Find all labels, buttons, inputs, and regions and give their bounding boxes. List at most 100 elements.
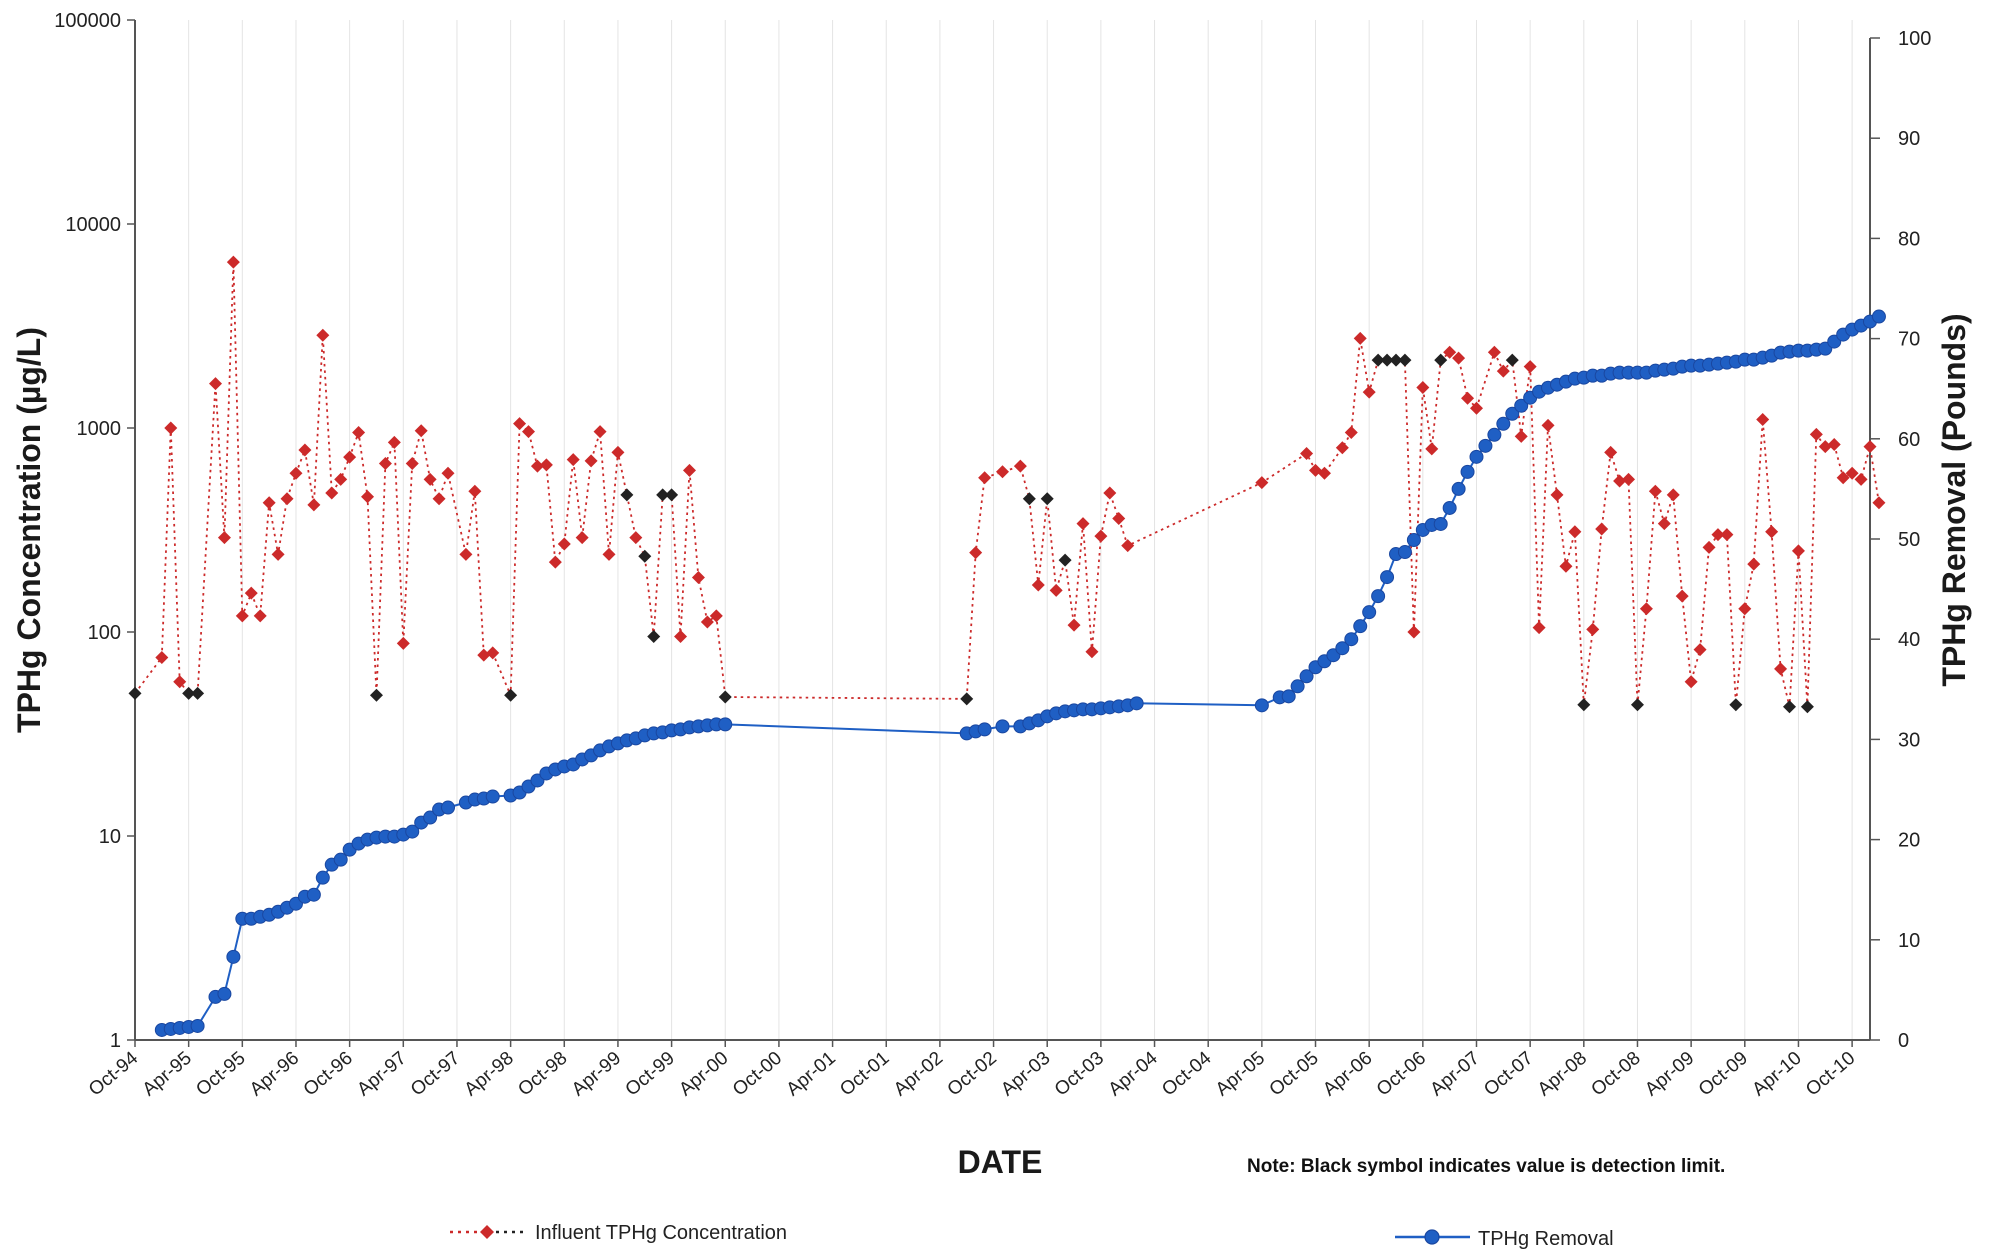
- concentration-point: [593, 425, 607, 439]
- legend-item-removal: TPHg Removal: [1395, 1228, 1614, 1250]
- legend-label-removal: TPHg Removal: [1478, 1228, 1614, 1250]
- right-tick-label: 50: [1898, 529, 1920, 551]
- concentration-point: [1854, 472, 1868, 486]
- concentration-point: [208, 377, 222, 391]
- detection-limit-point: [647, 630, 661, 644]
- detection-limit-point: [191, 686, 205, 700]
- x-tick-label: Oct-01: [836, 1048, 893, 1101]
- concentration-point: [1693, 643, 1707, 657]
- concentration-point: [1809, 427, 1823, 441]
- concentration-point: [1657, 517, 1671, 531]
- concentration-point: [1550, 488, 1564, 502]
- concentration-point: [1523, 360, 1537, 374]
- x-tick-label: Oct-05: [1266, 1048, 1323, 1101]
- concentration-point: [1469, 401, 1483, 415]
- right-tick-label: 100: [1898, 28, 1931, 50]
- detection-limit-point: [1783, 700, 1797, 714]
- concentration-point: [1827, 438, 1841, 452]
- left-tick-label: 100: [88, 622, 121, 644]
- removal-point: [995, 719, 1010, 734]
- x-tick-label: Apr-05: [1212, 1048, 1269, 1101]
- x-tick-label: Oct-94: [85, 1047, 143, 1100]
- concentration-point: [1031, 578, 1045, 592]
- removal-point: [1406, 533, 1421, 548]
- concentration-point: [1818, 440, 1832, 454]
- concentration-point: [1684, 675, 1698, 689]
- x-tick-label: Oct-08: [1588, 1048, 1645, 1101]
- concentration-point: [1863, 440, 1877, 454]
- x-tick-label: Oct-96: [300, 1048, 357, 1101]
- detection-limit-point: [1729, 698, 1743, 712]
- x-tick-label: Apr-01: [783, 1048, 840, 1101]
- right-tick-label: 70: [1898, 329, 1920, 351]
- removal-point: [1290, 679, 1305, 694]
- concentration-point: [1648, 484, 1662, 498]
- concentration-point: [352, 426, 366, 440]
- legend-circle-marker: [1424, 1229, 1440, 1245]
- concentration-point: [1255, 476, 1269, 490]
- concentration-point: [1487, 345, 1501, 359]
- concentration-point: [432, 492, 446, 506]
- concentration-point: [1049, 583, 1063, 597]
- concentration-point: [173, 675, 187, 689]
- right-tick-label: 30: [1898, 729, 1920, 751]
- removal-point: [217, 986, 232, 1001]
- right-tick-label: 80: [1898, 228, 1920, 250]
- axes: [134, 20, 1871, 1041]
- removal-point: [1129, 696, 1144, 711]
- concentration-point: [307, 498, 321, 512]
- concentration-point: [1416, 380, 1430, 394]
- detection-limit-point: [620, 488, 634, 502]
- concentration-point: [1085, 645, 1099, 659]
- removal-point: [405, 824, 420, 839]
- x-tick-label: Oct-10: [1802, 1048, 1859, 1101]
- detection-limit-point: [128, 686, 142, 700]
- removal-point: [1281, 689, 1296, 704]
- removal-point: [1362, 605, 1377, 620]
- x-tick-label: Oct-98: [514, 1048, 571, 1101]
- concentration-point: [1443, 345, 1457, 359]
- x-tick-label: Apr-10: [1748, 1048, 1805, 1101]
- concentration-point: [629, 531, 643, 545]
- concentration-point: [280, 492, 294, 506]
- detection-limit-point: [1434, 353, 1448, 367]
- concentration-point: [682, 463, 696, 477]
- detection-limit-point: [1371, 353, 1385, 367]
- x-tick-label: Apr-02: [890, 1048, 947, 1101]
- concentration-point: [477, 648, 491, 662]
- concentration-point: [700, 615, 714, 629]
- removal-series-line: [161, 315, 1880, 1031]
- concentration-point: [334, 472, 348, 486]
- concentration-point: [584, 454, 598, 468]
- concentration-point: [1711, 528, 1725, 542]
- concentration-point: [1103, 486, 1117, 500]
- legend-label-concentration: Influent TPHg Concentration: [535, 1222, 787, 1244]
- concentration-point: [1121, 539, 1135, 553]
- detection-limit-point: [1630, 698, 1644, 712]
- concentration-point: [1845, 466, 1859, 480]
- concentration-point: [1461, 391, 1475, 405]
- concentration-point: [325, 486, 339, 500]
- left-axis-ticks: 1 10 100 1000 10000 100000: [54, 10, 135, 1052]
- concentration-point: [1639, 602, 1653, 616]
- concentration-point: [539, 458, 553, 472]
- concentration-point: [405, 456, 419, 470]
- removal-point: [1380, 570, 1395, 585]
- removal-point: [1451, 481, 1466, 496]
- removal-point: [1460, 464, 1475, 479]
- concentration-point: [1076, 517, 1090, 531]
- detection-limit-point: [656, 488, 670, 502]
- concentration-point: [557, 537, 571, 551]
- concentration-point: [1568, 525, 1582, 539]
- removal-point: [1353, 619, 1368, 634]
- x-tick-label: Oct-95: [192, 1048, 249, 1101]
- removal-point: [306, 887, 321, 902]
- detection-limit-point: [504, 688, 518, 702]
- concentration-point: [709, 609, 723, 623]
- concentration-point: [1675, 589, 1689, 603]
- detection-limit-point: [1800, 700, 1814, 714]
- x-tick-label: Apr-95: [139, 1048, 196, 1101]
- concentration-point: [262, 496, 276, 510]
- concentration-point: [1541, 418, 1555, 432]
- concentration-point: [343, 450, 357, 464]
